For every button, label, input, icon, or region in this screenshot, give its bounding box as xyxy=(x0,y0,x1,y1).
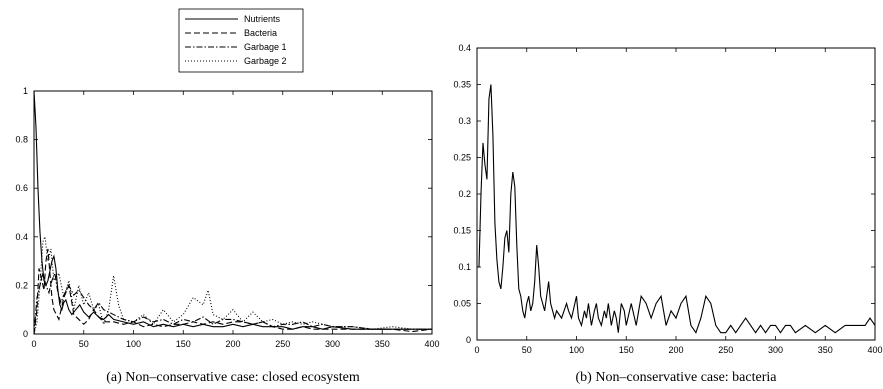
legend-label: Nutrients xyxy=(244,14,281,24)
chart-bacteria: 0 50 100 150 200 250 300 350 400 0 0.05 0.1 0.15 0.2 0… xyxy=(453,43,882,385)
y-tick-label: 0.4 xyxy=(458,43,471,53)
x-tick-label: 250 xyxy=(275,339,290,349)
y-tick-label: 0.2 xyxy=(15,280,28,290)
legend-label: Garbage 1 xyxy=(244,42,287,52)
x-tick-label: 300 xyxy=(325,339,340,349)
legend: Nutrients Bacteria Garbage 1 Garbage 2 xyxy=(178,8,304,73)
x-tick-label: 150 xyxy=(619,345,634,355)
series-lines-a xyxy=(33,90,433,335)
series-lines-b xyxy=(477,84,876,334)
x-tick-label: 50 xyxy=(79,339,89,349)
x-tick-label: 400 xyxy=(424,339,439,349)
y-tick-label: 0.1 xyxy=(458,262,471,272)
x-tick-label: 300 xyxy=(768,345,783,355)
x-tick-label: 350 xyxy=(375,339,390,349)
x-tick-label: 100 xyxy=(569,345,584,355)
y-tick-label: 0.8 xyxy=(15,135,28,145)
series-line-bacteria xyxy=(477,84,876,334)
y-tick-label: 0.05 xyxy=(453,299,471,309)
y-tick-label: 0 xyxy=(23,329,28,339)
series-line-bacteria xyxy=(33,248,433,335)
ticks-a: 0 50 100 150 200 250 300 350 400 0 0.2 0.4 0.6 0.8 1 xyxy=(15,86,439,349)
legend-label: Bacteria xyxy=(244,28,277,38)
x-tick-label: 200 xyxy=(225,339,240,349)
legend-label: Garbage 2 xyxy=(244,56,287,66)
y-tick-label: 0 xyxy=(466,335,471,345)
series-line-garbage-1 xyxy=(33,271,432,335)
ticks-b: 0 50 100 150 200 250 300 350 400 0 0.05 0.1 0.15 0.2 0… xyxy=(453,43,882,355)
x-tick-label: 200 xyxy=(668,345,683,355)
caption-a: (a) Non–conservative case: closed ecosys… xyxy=(106,370,360,385)
y-tick-label: 0.2 xyxy=(458,189,471,199)
x-tick-label: 50 xyxy=(522,345,532,355)
series-line-garbage-2 xyxy=(33,234,432,335)
x-tick-label: 350 xyxy=(818,345,833,355)
y-tick-label: 0.4 xyxy=(15,232,28,242)
y-tick-label: 0.6 xyxy=(15,183,28,193)
plot-frame-b xyxy=(476,47,876,341)
chart-closed-ecosystem: 0 50 100 150 200 250 300 350 400 0 0.2 0.4 0.6 0.8 1 N… xyxy=(15,8,440,385)
x-tick-label: 400 xyxy=(867,345,882,355)
x-tick-label: 250 xyxy=(718,345,733,355)
y-tick-label: 0.25 xyxy=(453,153,471,163)
plot-frame-a xyxy=(33,90,433,335)
caption-b: (b) Non–conservative case: bacteria xyxy=(576,370,778,385)
x-tick-label: 100 xyxy=(126,339,141,349)
x-tick-label: 150 xyxy=(176,339,191,349)
x-tick-label: 0 xyxy=(31,339,36,349)
series-line-nutrients xyxy=(33,90,432,330)
x-tick-label: 0 xyxy=(474,345,479,355)
y-tick-label: 1 xyxy=(23,86,28,96)
y-tick-label: 0.35 xyxy=(453,80,471,90)
y-tick-label: 0.3 xyxy=(458,116,471,126)
y-tick-label: 0.15 xyxy=(453,226,471,236)
